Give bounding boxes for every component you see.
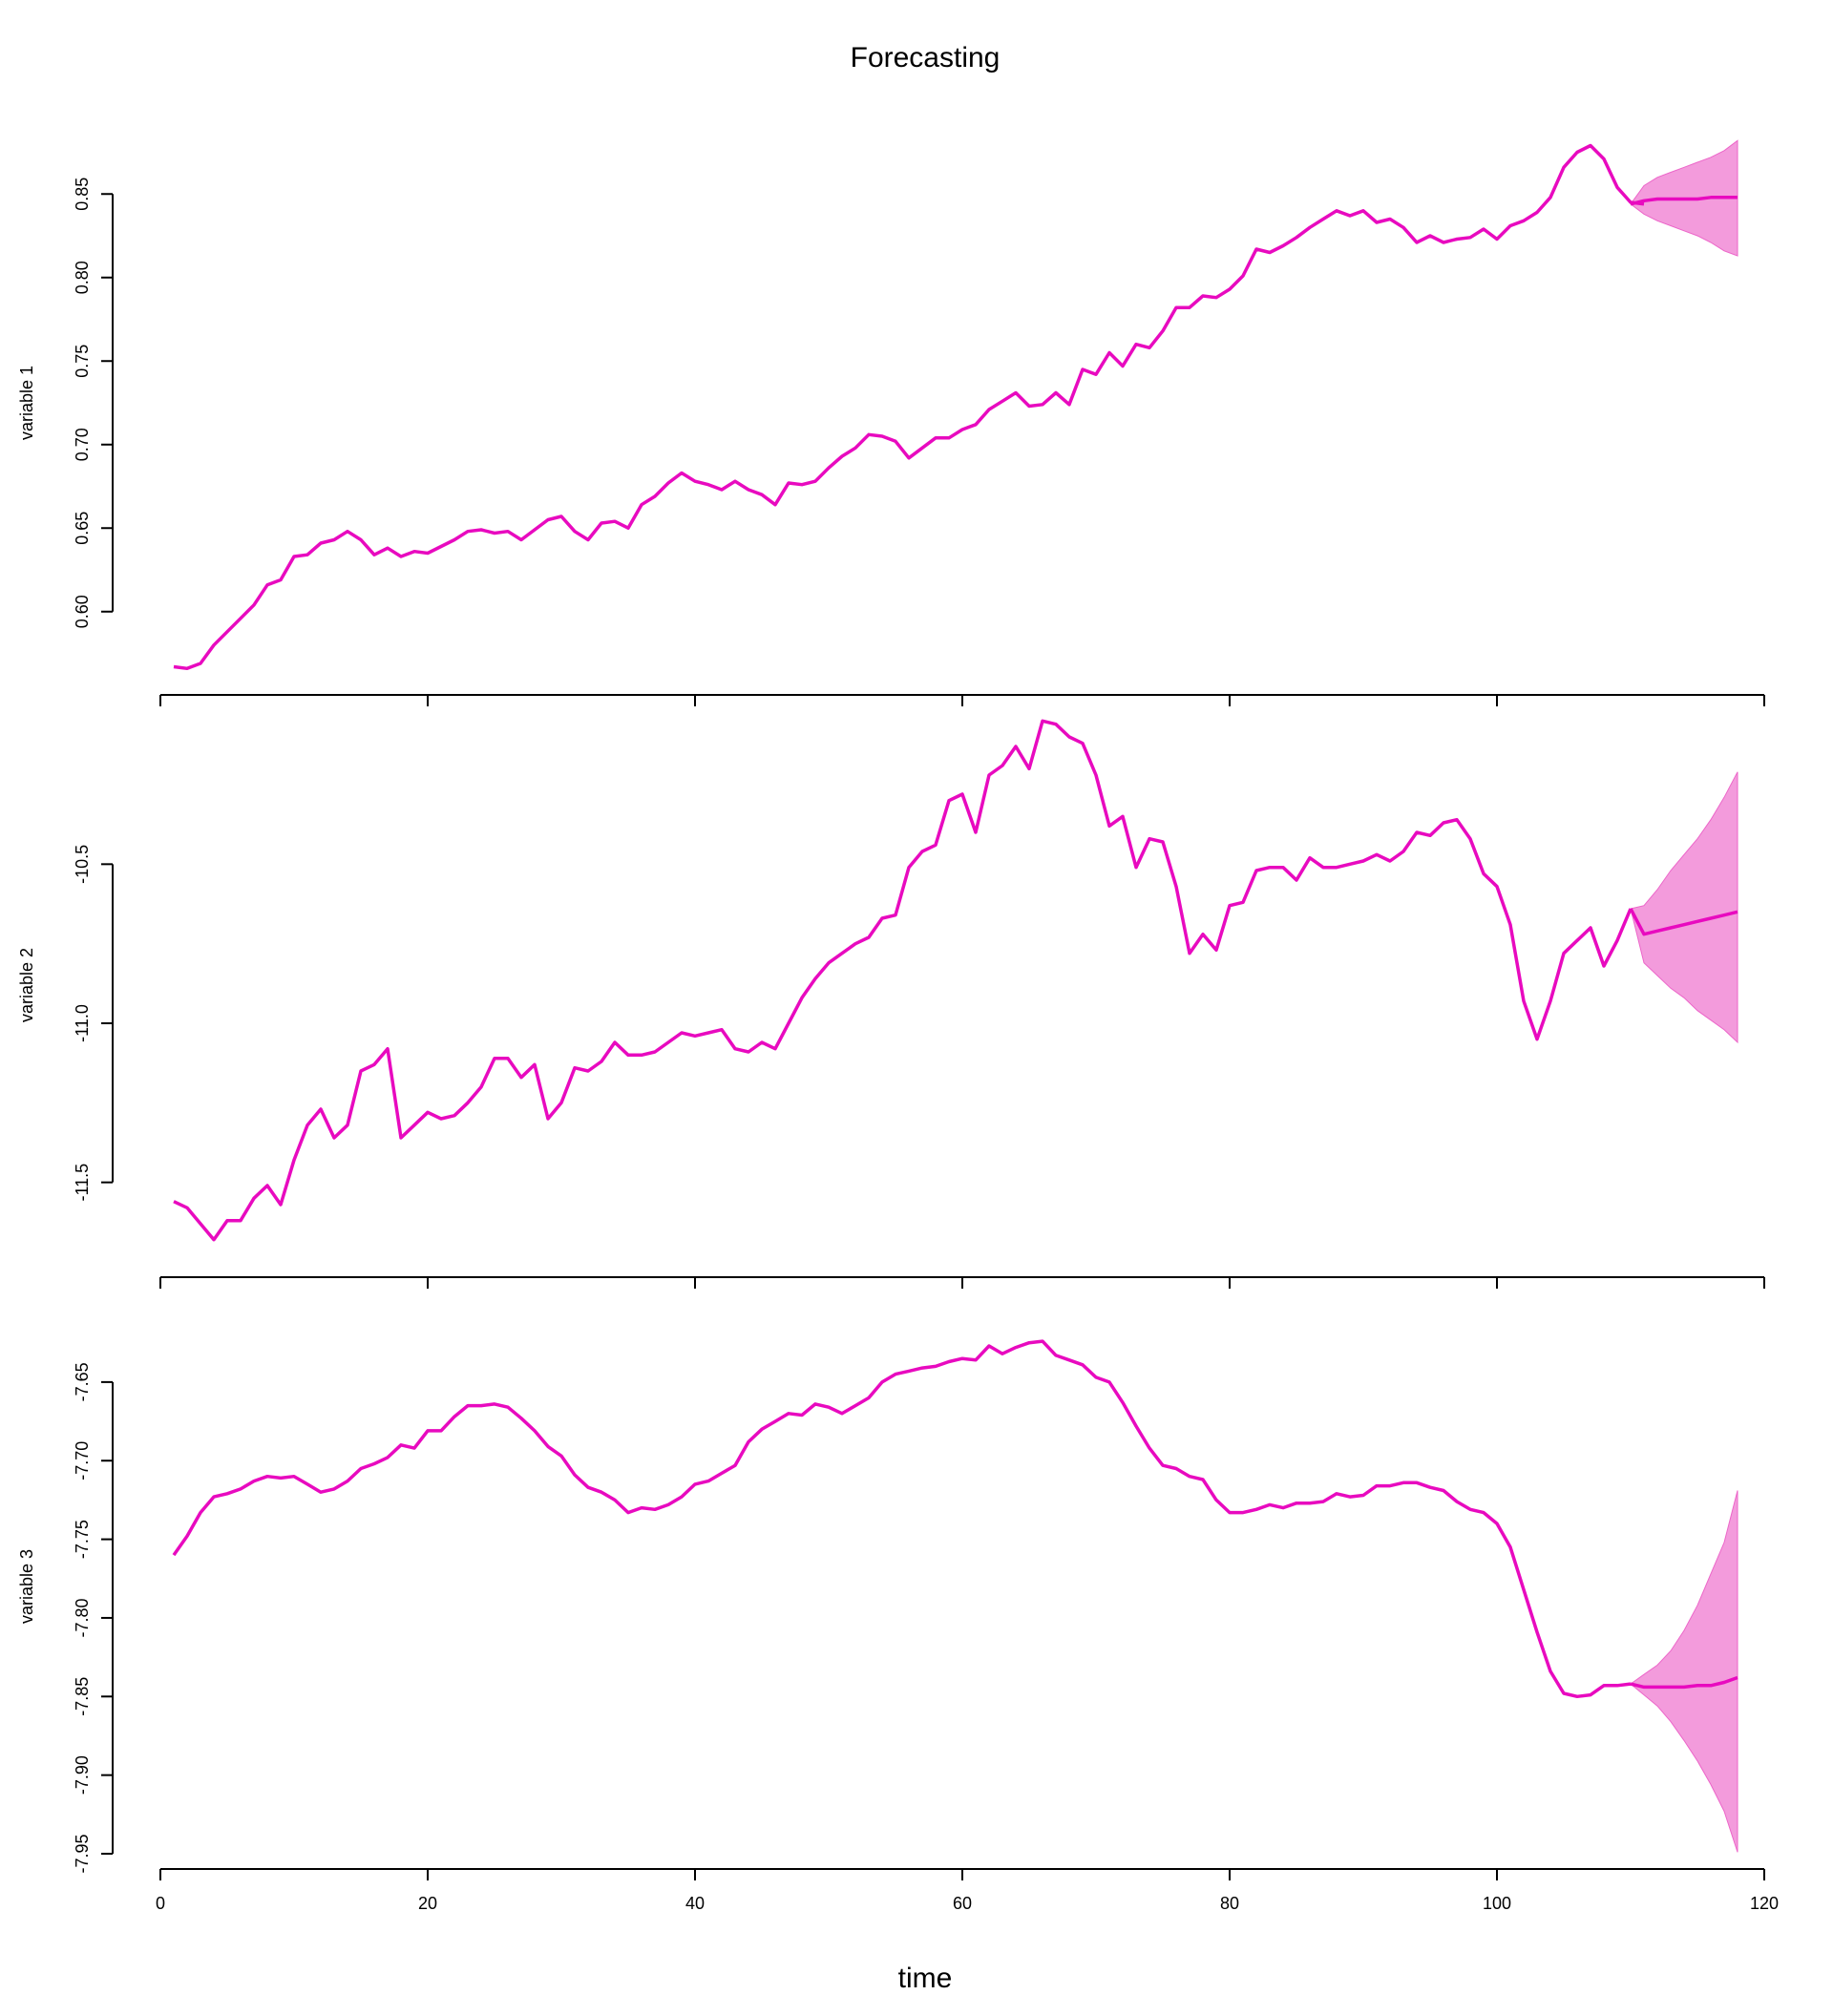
y-tick-label: -7.70 xyxy=(73,1441,92,1480)
y-tick-label: -7.95 xyxy=(73,1834,92,1873)
y-tick-label: -7.65 xyxy=(73,1362,92,1401)
x-axis-label: time xyxy=(898,1963,953,1994)
history-line xyxy=(173,143,1645,671)
y-tick-label: -10.5 xyxy=(73,845,92,884)
x-tick-label: 100 xyxy=(1483,1894,1511,1913)
x-tick-label: 20 xyxy=(418,1894,437,1913)
y-tick-label: -7.85 xyxy=(73,1677,92,1716)
chart-title: Forecasting xyxy=(851,42,1001,74)
y-tick-label: 0.75 xyxy=(73,345,92,378)
history-line xyxy=(172,1339,1632,1699)
panel-3: -7.95 -7.90 -7.85 -7.80 -7.75 -7.70 -7.65 varia… xyxy=(17,1339,1779,1913)
panel-2: -11.5 -11.0 -10.5 variable 2 xyxy=(17,719,1765,1289)
y-axis-label: variable 3 xyxy=(17,1549,36,1624)
x-tick-label: 0 xyxy=(156,1894,165,1913)
forecast-line xyxy=(1630,1675,1738,1690)
y-axis-label: variable 2 xyxy=(17,948,36,1022)
y-tick-label: -7.90 xyxy=(73,1755,92,1795)
forecast-interval-band xyxy=(1630,1490,1738,1853)
forecast-line xyxy=(1629,908,1738,936)
history-line xyxy=(173,719,1633,1242)
x-tick-label: 40 xyxy=(685,1894,705,1913)
y-tick-label: -7.80 xyxy=(73,1598,92,1637)
y-tick-label: -11.5 xyxy=(73,1164,92,1202)
y-tick-label: -7.75 xyxy=(73,1520,92,1559)
y-tick-label: -11.0 xyxy=(73,1004,92,1042)
x-tick-label: 80 xyxy=(1220,1894,1239,1913)
y-tick-label: 0.80 xyxy=(73,261,92,294)
forecast-interval-band xyxy=(1630,771,1738,1044)
x-tick-label: 60 xyxy=(953,1894,972,1913)
y-tick-label: 0.65 xyxy=(73,512,92,545)
y-tick-label: 0.70 xyxy=(73,428,92,461)
y-axis-label: variable 1 xyxy=(17,366,36,440)
y-tick-label: 0.60 xyxy=(73,595,92,628)
panel-1: 0.60 0.65 0.70 0.75 0.80 0.85 variable 1 xyxy=(17,139,1765,706)
x-tick-label: 120 xyxy=(1750,1894,1779,1913)
y-tick-label: 0.85 xyxy=(73,178,92,211)
forecast-line xyxy=(1630,196,1738,206)
